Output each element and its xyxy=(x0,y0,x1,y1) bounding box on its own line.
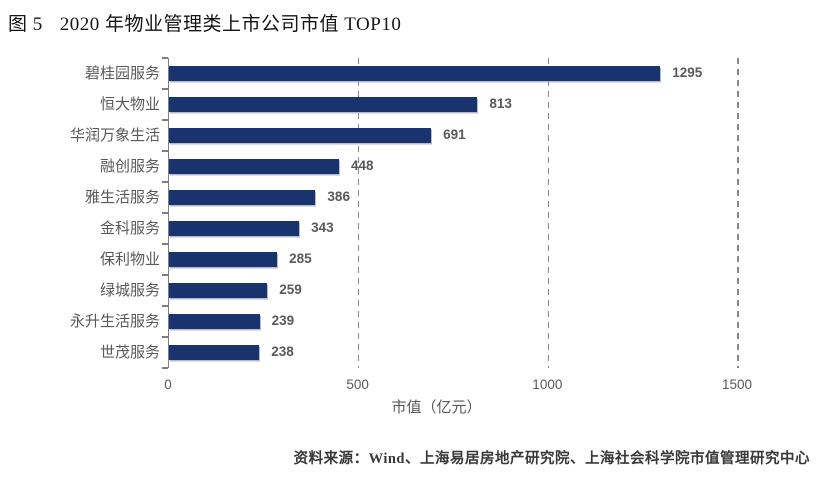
bar xyxy=(169,158,339,174)
bar xyxy=(169,251,278,267)
figure-number: 图 5 xyxy=(8,14,43,35)
value-label: 343 xyxy=(311,220,334,235)
axis-tick xyxy=(162,243,168,245)
figure-title-text: 2020 年物业管理类上市公司市值 TOP10 xyxy=(59,14,402,35)
category-label: 恒大物业 xyxy=(99,96,160,113)
bar xyxy=(169,189,316,205)
value-label: 259 xyxy=(279,282,302,297)
gridline xyxy=(737,58,739,368)
bar xyxy=(169,344,260,360)
value-label: 691 xyxy=(443,127,466,142)
category-label: 雅生活服务 xyxy=(84,189,160,206)
axis-tick xyxy=(162,305,168,307)
x-axis: 0 500 1000 1500 xyxy=(164,377,752,395)
value-label: 1295 xyxy=(672,65,703,80)
category-label: 世茂服务 xyxy=(99,344,160,361)
bar xyxy=(169,96,478,112)
category-label: 融创服务 xyxy=(99,158,160,175)
x-tick-label: 1000 xyxy=(532,377,563,392)
gridline xyxy=(547,58,550,368)
category-label: 金科服务 xyxy=(99,220,160,237)
axis-tick xyxy=(162,212,168,214)
axis-tick xyxy=(162,181,168,183)
category-label: 绿城服务 xyxy=(99,282,160,299)
category-axis: 碧桂园服务恒大物业华润万象生活融创服务雅生活服务金科服务保利物业绿城服务永升生活… xyxy=(0,58,160,368)
axis-tick xyxy=(162,367,168,369)
axis-tick xyxy=(162,150,168,152)
plot-area: 1295 813 691 448 386 343 285 259 239 238 xyxy=(162,57,739,369)
figure-title: 图 5 2020 年物业管理类上市公司市值 TOP10 xyxy=(8,9,401,36)
source-note: 资料来源：Wind、上海易居房地产研究院、上海社会科学院市值管理研究中心 xyxy=(293,451,810,467)
category-label: 保利物业 xyxy=(99,251,160,268)
value-label: 813 xyxy=(489,96,512,111)
x-tick-label: 1500 xyxy=(721,377,753,392)
bar xyxy=(169,127,432,143)
category-label: 华润万象生活 xyxy=(69,127,160,144)
x-axis-title: 市值（亿元） xyxy=(391,399,482,416)
axis-tick xyxy=(162,119,168,121)
axis-tick xyxy=(162,88,168,90)
bar xyxy=(169,65,661,81)
bar xyxy=(169,220,300,236)
gridline xyxy=(357,58,360,368)
axis-tick xyxy=(162,274,168,276)
axis-tick xyxy=(162,336,168,338)
bar xyxy=(169,282,268,298)
value-label: 386 xyxy=(327,189,350,204)
value-label: 448 xyxy=(350,158,374,173)
value-label: 239 xyxy=(271,313,295,328)
category-label: 碧桂园服务 xyxy=(84,65,160,82)
bar xyxy=(169,313,260,329)
x-tick-label: 500 xyxy=(346,377,369,392)
axis-tick xyxy=(162,57,168,59)
value-label: 238 xyxy=(271,344,294,359)
x-tick-label: 0 xyxy=(164,377,172,392)
category-label: 永升生活服务 xyxy=(69,313,160,330)
value-label: 285 xyxy=(289,251,312,266)
